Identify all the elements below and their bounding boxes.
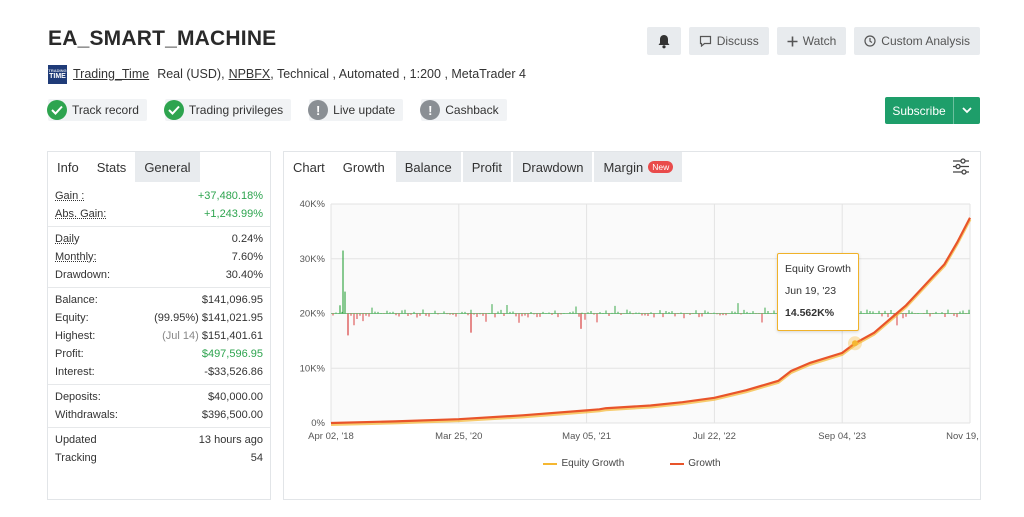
chart-settings-button[interactable]	[952, 158, 970, 180]
x-tick-label: Mar 25, '20	[435, 431, 482, 442]
stats-tabs: Info Stats General	[48, 152, 270, 182]
tab-margin[interactable]: Margin New	[594, 152, 683, 182]
stat-drawdown: Drawdown: 30.40%	[55, 269, 263, 281]
stat-daily: Daily 0.24%	[55, 233, 263, 245]
stats-panel: Info Stats General Gain : +37,480.18% Abs…	[47, 151, 271, 500]
badge-cashback[interactable]: ! Cashback	[420, 99, 507, 121]
tab-balance[interactable]: Balance	[395, 152, 461, 182]
stat-updated: Updated 13 hours ago	[55, 434, 263, 446]
watch-button[interactable]: Watch	[776, 27, 847, 55]
verification-badges: Track record Trading privileges ! Live u…	[47, 99, 507, 121]
tab-margin-label: Margin	[603, 159, 644, 175]
growth-line	[330, 217, 971, 425]
subscribe-dropdown[interactable]	[954, 97, 980, 124]
comment-icon	[699, 35, 711, 47]
hover-point	[851, 340, 858, 347]
stat-deposits: Deposits: $40,000.00	[55, 391, 263, 403]
y-tick-label: 40K%	[300, 199, 326, 210]
notify-button[interactable]	[646, 27, 681, 55]
tab-chart[interactable]: Chart	[293, 159, 325, 175]
stat-profit: Profit: $497,596.95	[55, 348, 263, 360]
badge-track-record[interactable]: Track record	[47, 99, 147, 121]
tooltip-series: Equity Growth	[785, 263, 851, 275]
badge-live-update[interactable]: ! Live update	[308, 99, 404, 121]
sliders-icon	[953, 158, 969, 175]
x-tick-label: Nov 19, '24	[946, 431, 980, 442]
tab-drawdown[interactable]: Drawdown	[513, 152, 593, 182]
custom-analysis-label: Custom Analysis	[881, 34, 970, 48]
trading-time-logo: TRADING TIME	[48, 64, 67, 84]
owner-link[interactable]: Trading_Time	[73, 67, 150, 81]
tooltip-date: Jun 19, '23	[785, 285, 837, 297]
stat-withdrawals: Withdrawals: $396,500.00	[55, 409, 263, 421]
x-tick-label: Apr 02, '18	[308, 431, 354, 442]
watch-label: Watch	[802, 34, 837, 48]
tab-profit[interactable]: Profit	[462, 152, 512, 182]
y-tick-label: 30K%	[300, 254, 326, 265]
chart-tooltip: Equity Growth Jun 19, '23 14.562K%	[777, 253, 859, 331]
check-icon	[47, 100, 67, 120]
badge-label: Live update	[333, 103, 396, 117]
account-type: Real (USD),	[157, 67, 225, 81]
stat-gain: Gain : +37,480.18%	[55, 190, 263, 202]
x-tick-label: Jul 22, '22	[693, 431, 736, 442]
stat-highest: Highest: (Jul 14) $151,401.61	[55, 330, 263, 342]
stat-balance: Balance: $141,096.95	[55, 294, 263, 306]
y-tick-label: 10K%	[300, 363, 326, 374]
tab-general[interactable]: General	[135, 152, 200, 182]
clock-icon	[864, 35, 876, 47]
chevron-down-icon	[962, 107, 972, 114]
custom-analysis-button[interactable]: Custom Analysis	[854, 27, 980, 55]
broker-link[interactable]: NPBFX	[228, 67, 271, 81]
tab-stats[interactable]: Stats	[96, 159, 127, 175]
badge-trading-privileges[interactable]: Trading privileges	[163, 99, 292, 121]
chart-panel: Chart Growth Balance Profit Drawdown Mar…	[283, 151, 981, 500]
stat-monthly: Monthly: 7.60%	[55, 251, 263, 263]
new-badge: New	[648, 161, 674, 173]
growth-chart[interactable]: 0% 10K% 20K% 30K% 40K% Apr 02, '18 Mar 25, '20…	[284, 182, 980, 452]
tab-info[interactable]: Info	[48, 152, 88, 182]
legend-equity-growth[interactable]: Equity Growth	[543, 458, 624, 469]
bell-icon	[658, 34, 670, 48]
account-meta: TRADING TIME Trading_Time Real (USD), NP…	[48, 64, 526, 84]
stat-interest: Interest: -$33,526.86	[55, 366, 263, 378]
badge-label: Track record	[72, 103, 139, 117]
chart-legend: Equity Growth Growth	[284, 458, 980, 469]
badge-label: Cashback	[445, 103, 499, 117]
exclamation-icon: !	[420, 100, 441, 120]
discuss-label: Discuss	[716, 34, 759, 48]
x-tick-label: May 05, '21	[562, 431, 611, 442]
plus-icon	[787, 36, 798, 46]
account-details: , Technical , Automated , 1:200 , MetaTr…	[270, 67, 526, 81]
chart-tabs: Chart Growth Balance Profit Drawdown Mar…	[284, 152, 980, 182]
subscribe-button[interactable]: Subscribe	[885, 97, 980, 124]
top-actions: Discuss Watch Custom Analysis	[646, 27, 980, 55]
stat-equity: Equity: (99.95%) $141,021.95	[55, 312, 263, 324]
discuss-button[interactable]: Discuss	[688, 27, 769, 55]
check-icon	[163, 100, 184, 120]
y-tick-label: 20K%	[300, 309, 326, 320]
badge-label: Trading privileges	[188, 103, 284, 117]
stat-tracking: Tracking 54	[55, 452, 263, 464]
y-tick-label: 0%	[311, 418, 325, 429]
subscribe-label[interactable]: Subscribe	[885, 97, 954, 124]
stat-abs-gain: Abs. Gain: +1,243.99%	[55, 208, 263, 220]
x-tick-label: Sep 04, '23	[818, 431, 866, 442]
page-title: EA_SMART_MACHINE	[48, 27, 277, 50]
legend-growth[interactable]: Growth	[670, 458, 721, 469]
exclamation-icon: !	[308, 100, 329, 120]
tab-growth[interactable]: Growth	[342, 159, 385, 175]
tooltip-value: 14.562K%	[785, 307, 835, 319]
